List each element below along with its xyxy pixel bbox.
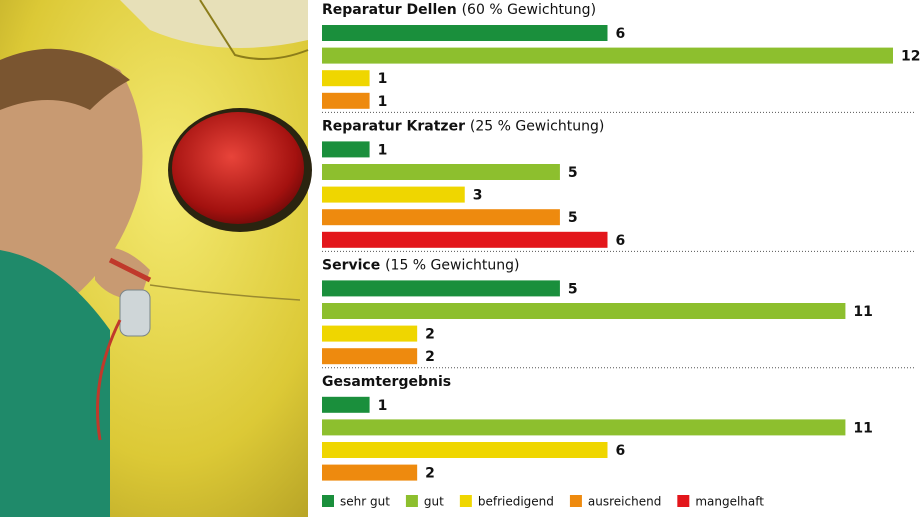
bar (322, 141, 370, 158)
legend-label: ausreichend (588, 495, 661, 509)
legend-swatch (569, 495, 582, 507)
title-text: Service (322, 257, 380, 273)
value-label: 2 (425, 466, 435, 482)
subtitle-text: (25 % Gewichtung) (470, 118, 604, 134)
value-label: 1 (378, 71, 388, 87)
legend-label: befriedigend (478, 495, 554, 509)
value-label: 2 (425, 327, 435, 343)
value-label: 5 (568, 165, 578, 181)
value-label: 1 (378, 142, 388, 158)
value-label: 3 (473, 188, 483, 204)
legend-swatch (677, 495, 690, 507)
legend-label: gut (424, 495, 444, 509)
value-label: 6 (616, 443, 626, 459)
subtitle-text: (15 % Gewichtung) (385, 257, 519, 273)
bar (322, 186, 465, 203)
legend-swatch (405, 495, 418, 507)
section-title: Reparatur Dellen (60 % Gewichtung) (322, 2, 596, 18)
value-label: 1 (378, 94, 388, 110)
section-title: Service (15 % Gewichtung) (322, 257, 520, 273)
value-label: 11 (853, 420, 872, 436)
value-label: 6 (616, 26, 626, 42)
value-label: 5 (568, 210, 578, 226)
legend-label: mangelhaft (695, 495, 764, 509)
bar (322, 464, 418, 481)
value-label: 1 (378, 398, 388, 414)
bar (322, 231, 608, 248)
bar (322, 442, 608, 458)
legend-label: sehr gut (340, 495, 390, 509)
bar (322, 164, 560, 180)
section-title: Reparatur Kratzer (25 % Gewichtung) (322, 118, 604, 134)
legend-swatch (322, 495, 334, 507)
bar (322, 396, 370, 413)
bar (322, 303, 846, 319)
bar (322, 70, 370, 87)
value-label: 2 (425, 349, 435, 365)
subtitle-text: (60 % Gewichtung) (462, 2, 596, 18)
bar (322, 325, 418, 342)
legend-swatch (459, 495, 472, 507)
value-label: 12 (901, 49, 920, 65)
bar (322, 280, 560, 297)
bar (322, 209, 560, 226)
title-text: Reparatur Dellen (322, 2, 457, 18)
bar (322, 47, 893, 64)
title-text: Reparatur Kratzer (322, 118, 465, 134)
value-label: 6 (616, 233, 626, 249)
title-text: Gesamtergebnis (322, 374, 451, 390)
bar (322, 348, 418, 365)
bar (322, 92, 370, 109)
bar (322, 25, 608, 41)
value-label: 5 (568, 281, 578, 297)
bar (322, 419, 846, 436)
value-label: 11 (853, 304, 872, 320)
photo (0, 0, 312, 517)
section-title: Gesamtergebnis (322, 374, 451, 390)
